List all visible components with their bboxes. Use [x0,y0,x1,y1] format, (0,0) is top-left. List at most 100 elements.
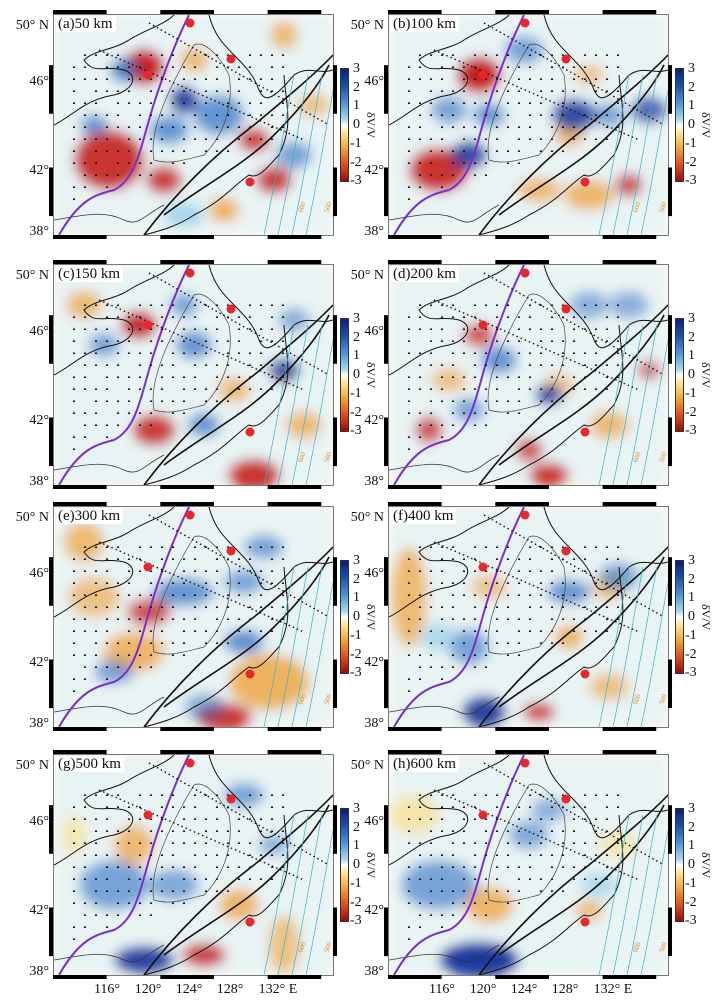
colorbar-tick: 3 [353,553,360,568]
colorbar-tick: -1 [685,385,697,401]
fault-line [143,794,333,975]
tomography-map: 600 500 (a)50 km [53,14,334,236]
latitude-label: 46° [364,324,384,339]
latitude-label: 50° N [350,758,384,773]
svg-text:600: 600 [631,201,642,214]
colorbar [675,808,684,922]
panel-label: (c)150 km [56,266,124,282]
colorbar [675,560,684,674]
red-marker [226,794,236,804]
colorbar-tick: 2 [688,819,695,835]
latitude-label: 38° [364,716,384,731]
colorbar-tick: 2 [688,571,695,587]
colorbar [340,808,349,922]
red-marker [185,510,195,520]
latitude-label: 42° [29,413,49,428]
svg-text:500: 500 [657,693,668,706]
panel-label: (b)100 km [391,16,459,32]
colorbar-tick: -3 [350,665,362,681]
colorbar-tick: 1 [688,348,695,364]
colorbar [340,560,349,674]
colorbar-tick: 2 [688,329,695,345]
colorbar-tick: -1 [350,875,362,891]
colorbar-label: δV/V [699,112,713,139]
border-line [389,755,510,866]
colorbar-tick: -3 [685,423,697,439]
colorbar-tick: 1 [353,98,360,114]
colorbar-tick: 2 [353,571,360,587]
latitude-label: 38° [364,474,384,489]
purple-boundary-line [393,755,525,975]
longitude-label: 132° E [258,982,298,997]
border-line [54,755,175,866]
longitude-label: 132° E [593,982,633,997]
red-marker [143,562,153,572]
colorbar-tick: 2 [353,819,360,835]
colorbar-tick: 1 [353,348,360,364]
red-marker [143,70,153,80]
red-marker [478,562,488,572]
colorbar-tick: 3 [688,553,695,568]
colorbar-tick: -3 [685,913,697,929]
colorbar-tick: 0 [688,117,695,133]
svg-text:500: 500 [657,201,668,214]
colorbar-tick: -1 [350,627,362,643]
colorbar-tick: 1 [353,838,360,854]
latitude-label: 38° [364,224,384,239]
red-marker [561,304,571,314]
colorbar-tick: -2 [350,154,362,170]
latitude-label: 46° [29,324,49,339]
colorbar-label: δV/V [699,362,713,389]
red-marker [561,54,571,64]
red-marker [561,794,571,804]
red-marker [580,917,590,927]
latitude-label: 42° [364,655,384,670]
longitude-label: 116° [428,982,456,997]
colorbar [340,318,349,432]
longitude-label: 124° [175,982,203,997]
border-line [389,15,510,126]
fault-line [498,804,665,956]
fault-line [163,314,330,466]
svg-text:600: 600 [296,693,307,706]
svg-text:500: 500 [657,941,668,954]
latitude-label: 38° [29,964,49,979]
tomography-map: 600 500 (f)400 km [388,506,669,728]
purple-boundary-line [58,15,190,235]
latitude-label: 50° N [350,510,384,525]
red-marker [520,268,530,278]
colorbar-tick: -3 [350,173,362,189]
red-marker [478,810,488,820]
red-marker [226,546,236,556]
colorbar-tick: -2 [350,894,362,910]
colorbar-tick: -1 [685,875,697,891]
colorbar-tick: 2 [353,79,360,95]
latitude-label: 50° N [15,268,49,283]
panel-label: (d)200 km [391,266,459,282]
red-marker [245,427,255,437]
longitude-label: 116° [93,982,121,997]
colorbar [675,68,684,182]
tomography-map: 600 500 (h)600 km [388,754,669,976]
colorbar-label: δV/V [699,852,713,879]
red-marker [245,917,255,927]
longitude-label: 124° [510,982,538,997]
latitude-label: 50° N [15,758,49,773]
tomography-map: 600 500 (c)150 km [53,264,334,486]
latitude-label: 50° N [15,18,49,33]
colorbar-tick: 1 [688,838,695,854]
latitude-label: 42° [364,163,384,178]
red-marker [478,70,488,80]
colorbar-tick: 3 [688,801,695,816]
colorbar-tick: 3 [688,311,695,326]
longitude-label: 128° [551,982,579,997]
colorbar-tick: -2 [685,404,697,420]
latitude-label: 42° [364,903,384,918]
purple-boundary-line [393,15,525,235]
red-marker [185,758,195,768]
latitude-label: 50° N [350,268,384,283]
colorbar [675,318,684,432]
colorbar-tick: 3 [353,801,360,816]
red-marker [478,320,488,330]
colorbar-tick: 0 [353,857,360,873]
